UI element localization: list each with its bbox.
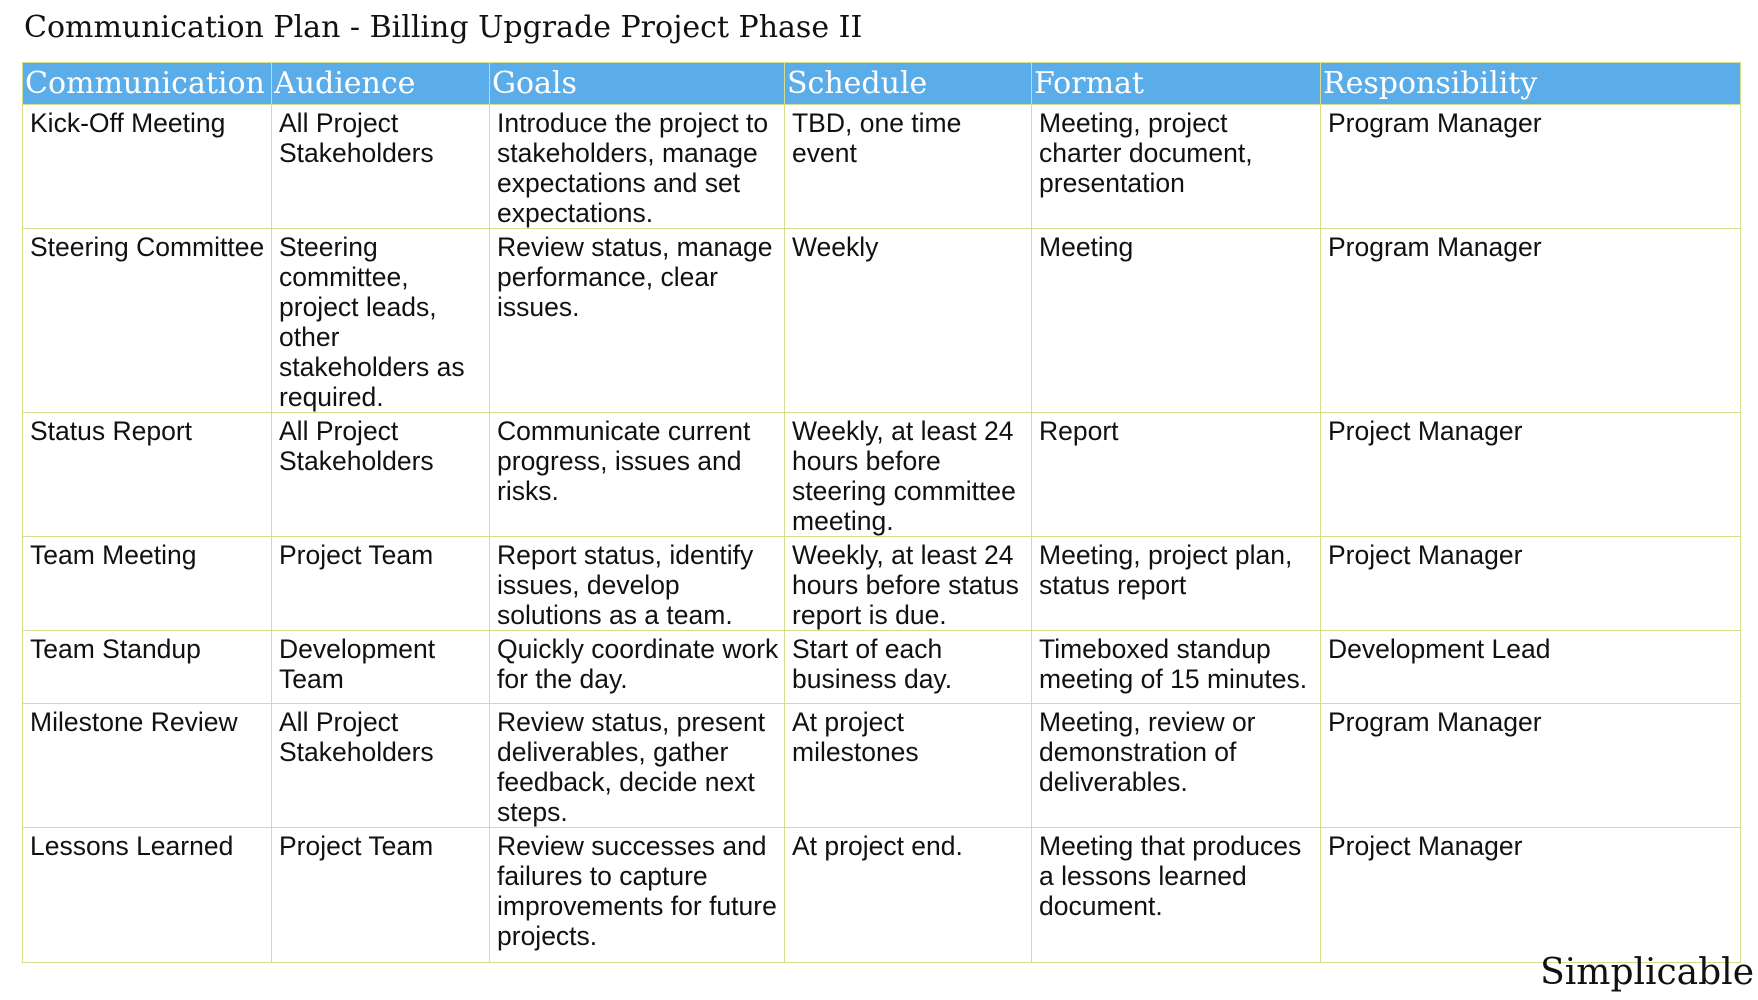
- cell-format: Meeting, project plan, status report: [1031, 536, 1321, 631]
- header-format: Format: [1031, 62, 1321, 105]
- cell-goals: Review successes and failures to capture…: [489, 827, 785, 963]
- cell-format: Timeboxed standup meeting of 15 minutes.: [1031, 630, 1321, 704]
- table-row: Milestone Review All Project Stakeholder…: [22, 703, 1741, 828]
- cell-responsibility: Project Manager: [1320, 827, 1741, 963]
- cell-communication: Milestone Review: [22, 703, 272, 828]
- page-title: Communication Plan - Billing Upgrade Pro…: [24, 10, 863, 45]
- header-schedule: Schedule: [784, 62, 1032, 105]
- cell-format: Meeting, review or demonstration of deli…: [1031, 703, 1321, 828]
- table-row: Kick-Off Meeting All Project Stakeholder…: [22, 104, 1741, 229]
- cell-goals: Quickly coordinate work for the day.: [489, 630, 785, 704]
- table-row: Lessons Learned Project Team Review succ…: [22, 827, 1741, 963]
- cell-goals: Report status, identify issues, develop …: [489, 536, 785, 631]
- cell-audience: Project Team: [271, 827, 490, 963]
- cell-audience: Steering committee, project leads, other…: [271, 228, 490, 413]
- cell-schedule: Start of each business day.: [784, 630, 1032, 704]
- table-row: Status Report All Project Stakeholders C…: [22, 412, 1741, 537]
- communication-plan-table: Communication Audience Goals Schedule Fo…: [22, 62, 1741, 963]
- cell-communication: Team Meeting: [22, 536, 272, 631]
- cell-responsibility: Program Manager: [1320, 703, 1741, 828]
- cell-communication: Team Standup: [22, 630, 272, 704]
- cell-audience: Development Team: [271, 630, 490, 704]
- cell-schedule: At project end.: [784, 827, 1032, 963]
- cell-goals: Introduce the project to stakeholders, m…: [489, 104, 785, 229]
- cell-schedule: At project milestones: [784, 703, 1032, 828]
- cell-schedule: TBD, one time event: [784, 104, 1032, 229]
- cell-responsibility: Development Lead: [1320, 630, 1741, 704]
- table-row: Team Meeting Project Team Report status,…: [22, 536, 1741, 631]
- cell-audience: All Project Stakeholders: [271, 412, 490, 537]
- header-goals: Goals: [489, 62, 785, 105]
- cell-goals: Communicate current progress, issues and…: [489, 412, 785, 537]
- table-row: Steering Committee Steering committee, p…: [22, 228, 1741, 413]
- cell-format: Meeting that produces a lessons learned …: [1031, 827, 1321, 963]
- header-communication: Communication: [22, 62, 272, 105]
- cell-schedule: Weekly, at least 24 hours before steerin…: [784, 412, 1032, 537]
- cell-communication: Status Report: [22, 412, 272, 537]
- cell-audience: All Project Stakeholders: [271, 104, 490, 229]
- cell-responsibility: Project Manager: [1320, 536, 1741, 631]
- cell-goals: Review status, present deliverables, gat…: [489, 703, 785, 828]
- cell-communication: Steering Committee: [22, 228, 272, 413]
- cell-format: Meeting: [1031, 228, 1321, 413]
- cell-communication: Lessons Learned: [22, 827, 272, 963]
- simplicable-watermark: Simplicable: [1540, 952, 1754, 993]
- cell-schedule: Weekly: [784, 228, 1032, 413]
- cell-communication: Kick-Off Meeting: [22, 104, 272, 229]
- cell-responsibility: Project Manager: [1320, 412, 1741, 537]
- header-audience: Audience: [271, 62, 490, 105]
- cell-responsibility: Program Manager: [1320, 104, 1741, 229]
- cell-format: Report: [1031, 412, 1321, 537]
- cell-audience: All Project Stakeholders: [271, 703, 490, 828]
- cell-format: Meeting, project charter document, prese…: [1031, 104, 1321, 229]
- cell-audience: Project Team: [271, 536, 490, 631]
- header-responsibility: Responsibility: [1320, 62, 1741, 105]
- cell-goals: Review status, manage performance, clear…: [489, 228, 785, 413]
- cell-schedule: Weekly, at least 24 hours before status …: [784, 536, 1032, 631]
- table-row: Team Standup Development Team Quickly co…: [22, 630, 1741, 704]
- cell-responsibility: Program Manager: [1320, 228, 1741, 413]
- table-header-row: Communication Audience Goals Schedule Fo…: [22, 62, 1741, 105]
